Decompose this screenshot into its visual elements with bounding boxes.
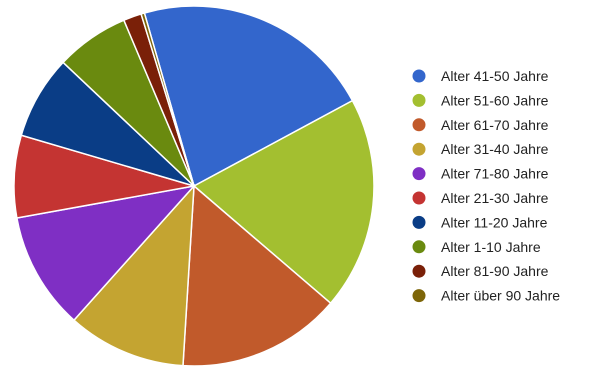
legend-marker-8 — [412, 240, 426, 254]
legend-label-7: Alter 11-20 Jahre — [441, 214, 548, 230]
legend-marker-10 — [412, 289, 426, 303]
legend-label-4: Alter 31-40 Jahre — [441, 141, 549, 157]
legend-label-9: Alter 81-90 Jahre — [441, 263, 549, 279]
legend-marker-1 — [412, 69, 426, 83]
legend-label-6: Alter 21-30 Jahre — [441, 190, 549, 206]
legend-marker-2 — [412, 93, 426, 107]
legend-marker-6 — [412, 191, 426, 205]
legend-label-3: Alter 61-70 Jahre — [441, 117, 549, 133]
pie-slice-10 — [140, 12, 195, 187]
legend: Alter 41-50 Jahre Alter 51-60 Jahre Alter … — [412, 68, 560, 304]
pie-slices — [13, 5, 375, 366]
pie-slice-2 — [192, 99, 375, 305]
legend-marker-4 — [412, 142, 426, 156]
legend-marker-7 — [412, 215, 426, 229]
legend-marker-5 — [412, 167, 426, 181]
legend-label-2: Alter 51-60 Jahre — [441, 92, 549, 108]
pie-slice-5 — [16, 184, 197, 322]
pie-slice-1 — [143, 5, 354, 188]
legend-label-5: Alter 71-80 Jahre — [441, 166, 549, 182]
legend-marker-3 — [412, 118, 426, 132]
legend-marker-9 — [412, 264, 426, 278]
pie-slice-4 — [72, 183, 195, 366]
legend-label-1: Alter 41-50 Jahre — [441, 68, 549, 84]
legend-label-10: Alter über 90 Jahre — [441, 288, 560, 304]
legend-label-8: Alter 1-10 Jahre — [441, 239, 541, 255]
